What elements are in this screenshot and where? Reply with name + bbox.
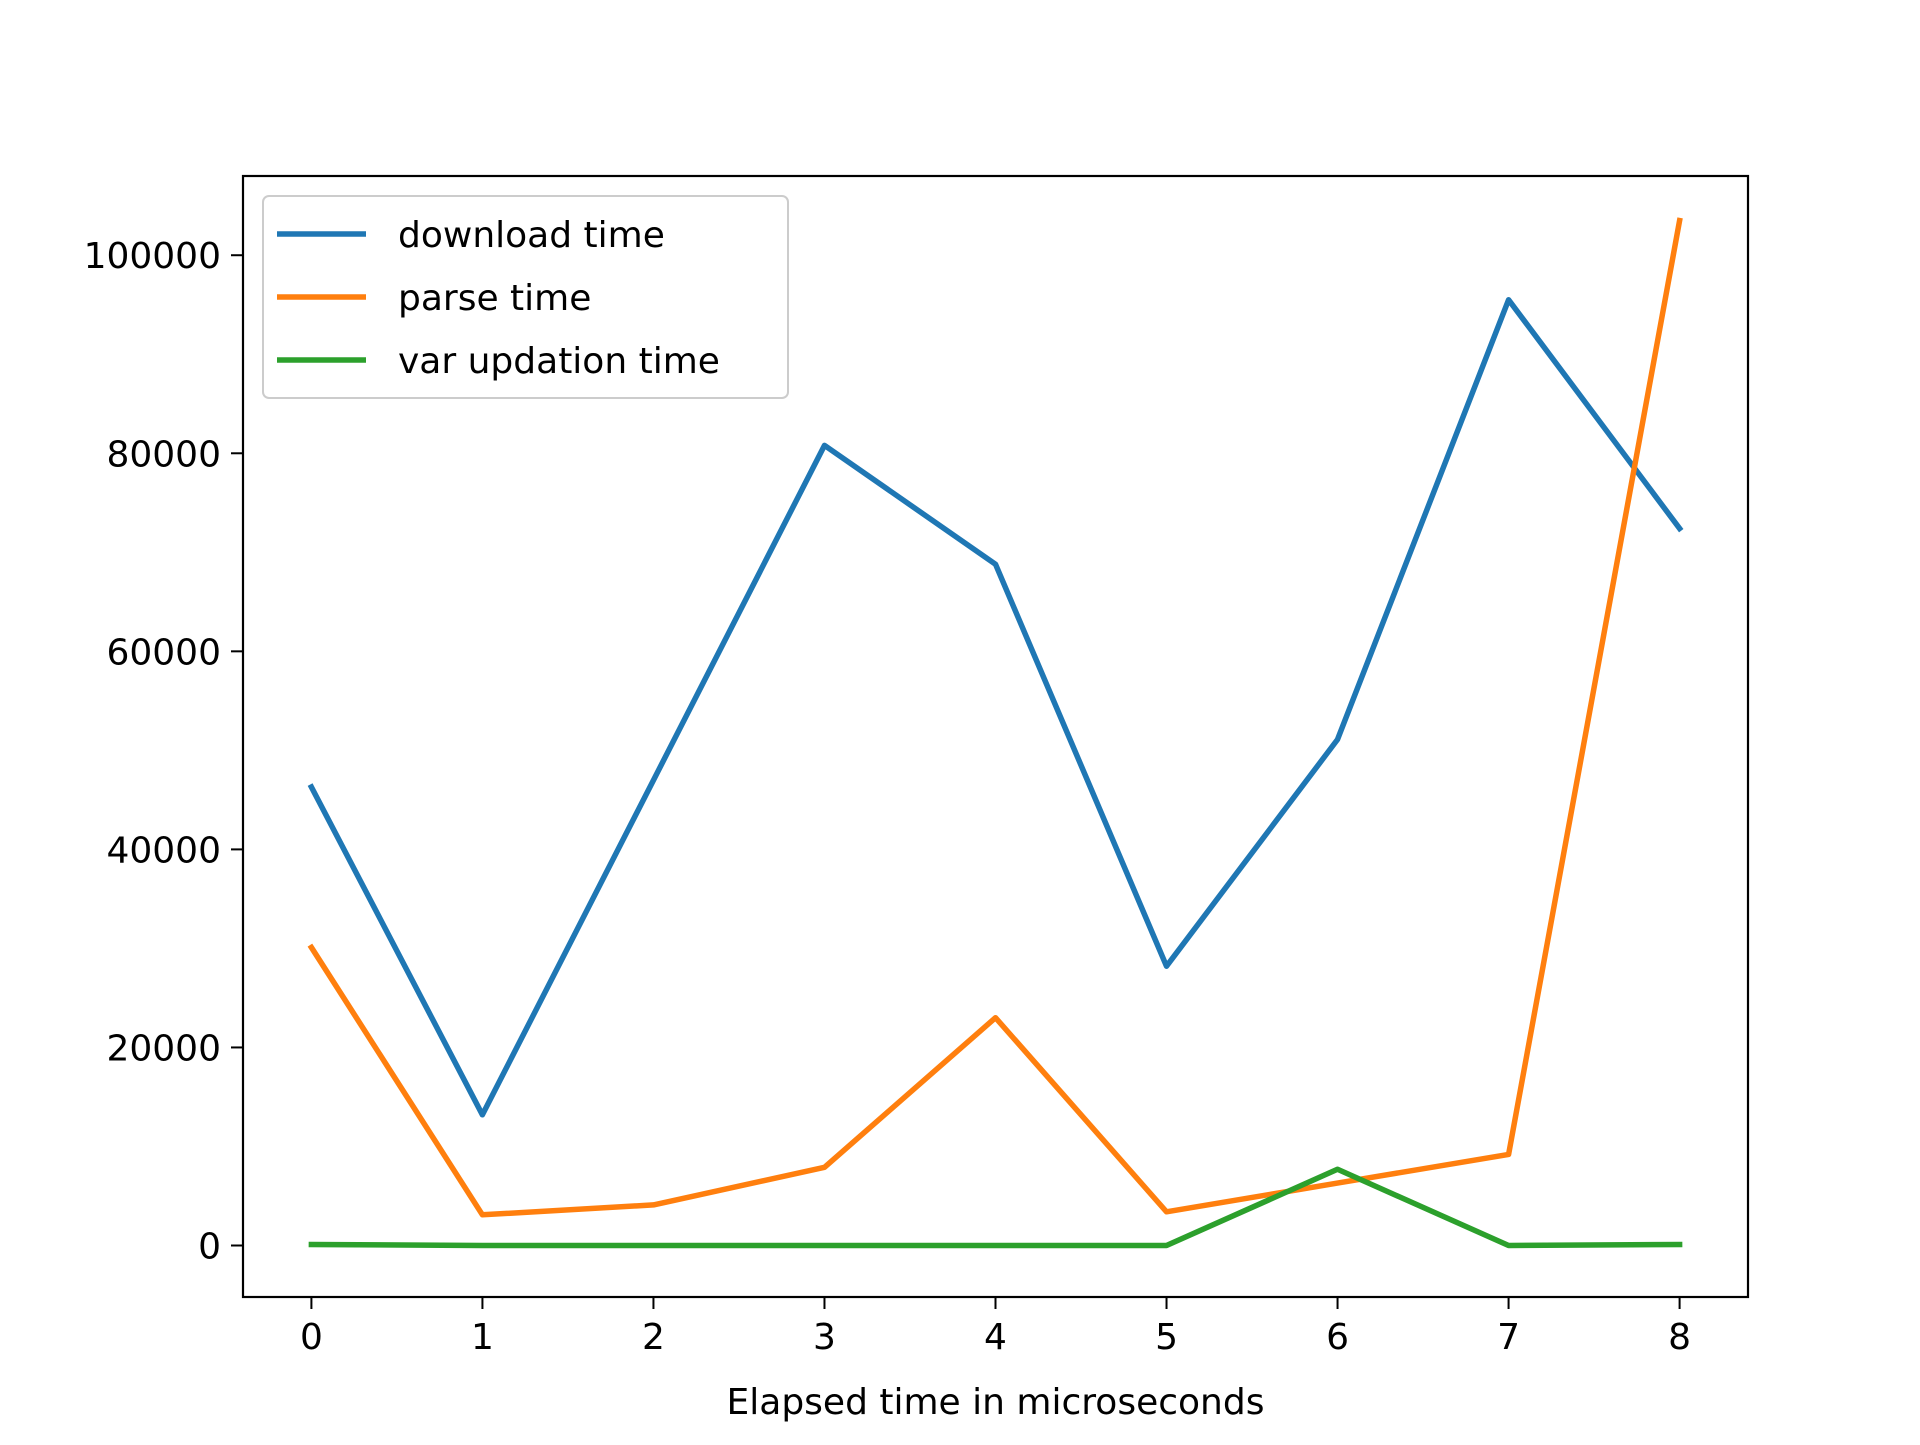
x-tick-label: 3 xyxy=(813,1317,836,1358)
x-tick-label: 0 xyxy=(300,1317,323,1358)
y-tick-label: 80000 xyxy=(106,434,221,475)
y-tick-label: 40000 xyxy=(106,830,221,871)
y-tick-label: 0 xyxy=(198,1227,221,1268)
series-layer xyxy=(307,217,1684,1249)
x-tick-label: 6 xyxy=(1326,1317,1349,1358)
series-line-2 xyxy=(308,1166,1683,1249)
x-axis: 0 1 2 3 4 5 6 7 8 xyxy=(300,1297,1691,1358)
x-tick-label: 5 xyxy=(1155,1317,1178,1358)
series-line-1 xyxy=(307,217,1683,1218)
x-tick-label: 8 xyxy=(1668,1317,1691,1358)
y-tick-label: 20000 xyxy=(106,1028,221,1069)
legend: download time parse time var updation time xyxy=(262,195,789,399)
x-tick-label: 7 xyxy=(1497,1317,1520,1358)
y-axis: 0 20000 40000 60000 80000 100000 xyxy=(84,236,243,1268)
series-line-0 xyxy=(307,297,1684,1118)
legend-label-1: parse time xyxy=(398,278,591,319)
y-tick-label: 100000 xyxy=(84,236,221,277)
x-axis-label: Elapsed time in microseconds xyxy=(727,1382,1265,1423)
y-tick-label: 60000 xyxy=(106,632,221,673)
x-tick-label: 1 xyxy=(471,1317,494,1358)
x-tick-label: 4 xyxy=(984,1317,1007,1358)
legend-label-2: var updation time xyxy=(398,341,720,382)
legend-box xyxy=(262,195,789,399)
legend-label-0: download time xyxy=(398,215,665,256)
x-tick-label: 2 xyxy=(642,1317,665,1358)
